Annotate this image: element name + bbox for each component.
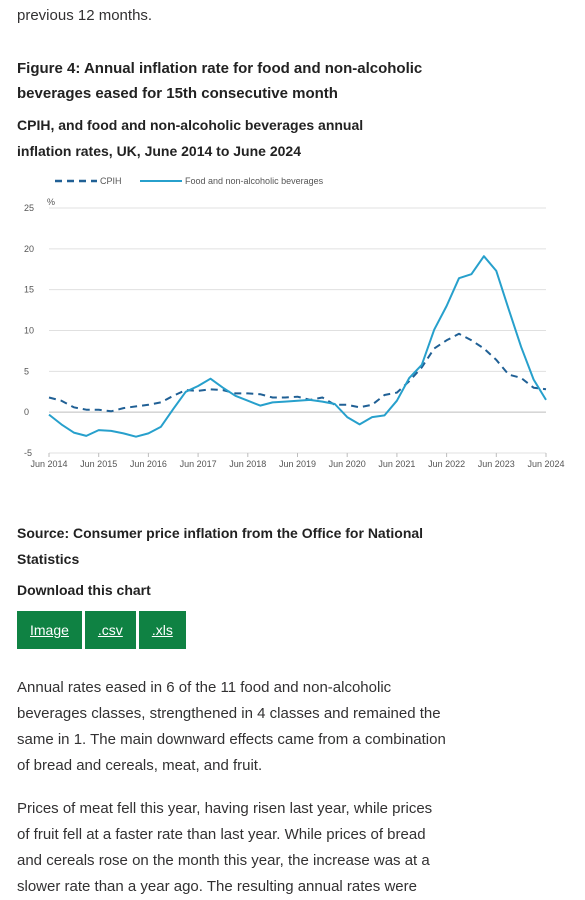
x-tick-label: Jun 2015 <box>80 459 117 469</box>
figure-title: Figure 4: Annual inflation rate for food… <box>17 60 423 102</box>
download-csv-button[interactable]: .csv <box>84 611 136 649</box>
cpih-line <box>48 332 547 413</box>
x-tick-label: Jun 2017 <box>180 459 217 469</box>
line-chart: 25 20 15 10 5 0 -5% Jun 2014 Jun 2015 Jun 2016 Jun… <box>24 176 565 469</box>
y-tick-label: 10 <box>24 326 34 336</box>
y-tick-label: 5 <box>24 366 29 376</box>
figure-subtitle: CPIH, and food and non-alcoholic beverag… <box>17 117 364 159</box>
download-image-button[interactable]: Image <box>17 611 82 649</box>
x-tick-label: Jun 2020 <box>329 459 366 469</box>
y-tick-label: 20 <box>24 244 34 254</box>
x-tick-label: Jun 2021 <box>378 459 415 469</box>
body-paragraph-2: Prices of meat fell this year, having ri… <box>17 800 433 895</box>
download-buttons: Image .csv .xls <box>17 611 186 649</box>
x-tick-label: Jun 2014 <box>30 459 67 469</box>
food-line <box>48 255 547 438</box>
source-text: Source: Consumer price inflation from th… <box>17 525 424 567</box>
x-tick-label: Jun 2018 <box>229 459 266 469</box>
y-tick-label: 15 <box>24 285 34 295</box>
y-tick-label: 25 <box>24 203 34 213</box>
x-tick-label: Jun 2023 <box>478 459 515 469</box>
x-tick-label: Jun 2024 <box>527 459 564 469</box>
y-tick-label: -5 <box>24 448 32 458</box>
x-tick-label: Jun 2016 <box>130 459 167 469</box>
download-xls-button[interactable]: .xls <box>138 611 186 649</box>
legend-cpih-label: CPIH <box>100 176 122 186</box>
x-tick-label: Jun 2019 <box>279 459 316 469</box>
x-tick-label: Jun 2022 <box>428 459 465 469</box>
y-tick-label: 0 <box>24 407 29 417</box>
y-axis-unit: % <box>47 197 55 207</box>
intro-text: previous 12 months. <box>17 7 153 24</box>
legend-food-label: Food and non-alcoholic beverages <box>185 176 324 186</box>
body-paragraph-1: Annual rates eased in 6 of the 11 food a… <box>17 679 446 774</box>
download-label: Download this chart <box>17 582 151 598</box>
